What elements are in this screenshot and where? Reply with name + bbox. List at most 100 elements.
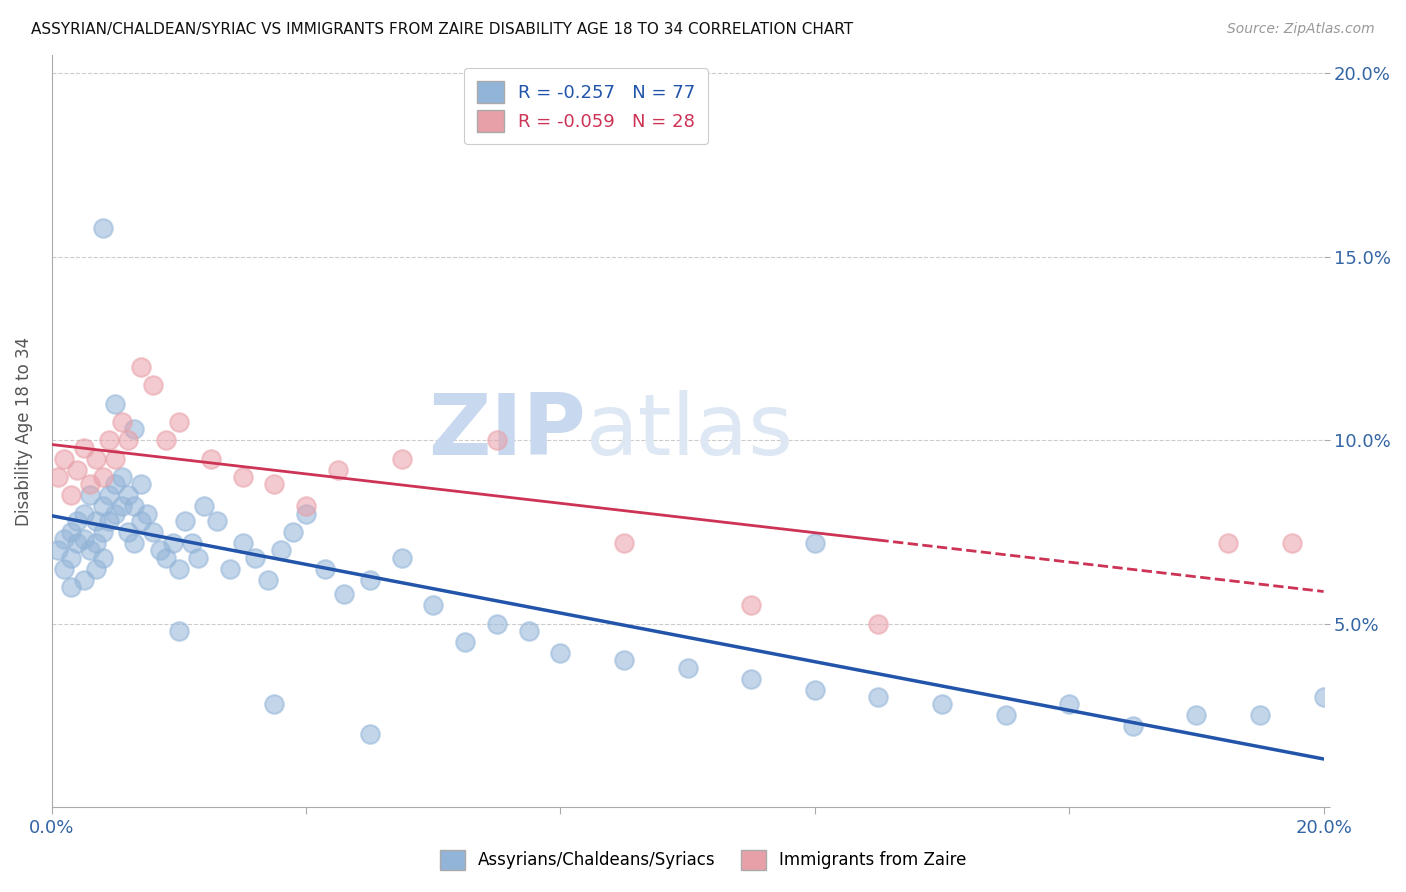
Point: [155, 434, 177, 448]
Point: [53, 451, 76, 466]
Point: [454, 635, 477, 649]
Point: [613, 653, 636, 667]
Point: [326, 462, 349, 476]
Point: [66, 462, 89, 476]
Point: [91, 220, 114, 235]
Point: [124, 536, 146, 550]
Point: [1312, 690, 1334, 704]
Point: [359, 573, 381, 587]
Point: [98, 514, 121, 528]
Point: [180, 536, 202, 550]
Point: [84, 536, 107, 550]
Point: [91, 470, 114, 484]
Point: [391, 451, 413, 466]
Point: [740, 672, 762, 686]
Point: [117, 488, 139, 502]
Point: [111, 470, 134, 484]
Point: [200, 451, 222, 466]
Legend: Assyrians/Chaldeans/Syriacs, Immigrants from Zaire: Assyrians/Chaldeans/Syriacs, Immigrants …: [433, 843, 973, 877]
Point: [550, 646, 572, 660]
Point: [740, 599, 762, 613]
Point: [53, 533, 76, 547]
Point: [104, 507, 127, 521]
Point: [517, 624, 540, 638]
Point: [218, 561, 240, 575]
Point: [149, 543, 172, 558]
Point: [111, 415, 134, 429]
Point: [91, 524, 114, 539]
Point: [1122, 719, 1144, 733]
Point: [804, 682, 827, 697]
Text: ASSYRIAN/CHALDEAN/SYRIAC VS IMMIGRANTS FROM ZAIRE DISABILITY AGE 18 TO 34 CORREL: ASSYRIAN/CHALDEAN/SYRIAC VS IMMIGRANTS F…: [31, 22, 853, 37]
Point: [91, 500, 114, 514]
Point: [162, 536, 184, 550]
Point: [136, 507, 159, 521]
Point: [167, 624, 190, 638]
Point: [295, 507, 318, 521]
Point: [111, 500, 134, 514]
Point: [104, 451, 127, 466]
Point: [53, 561, 76, 575]
Point: [142, 524, 165, 539]
Point: [104, 477, 127, 491]
Point: [245, 550, 267, 565]
Point: [129, 477, 152, 491]
Point: [613, 536, 636, 550]
Y-axis label: Disability Age 18 to 34: Disability Age 18 to 34: [15, 336, 32, 525]
Point: [84, 514, 107, 528]
Point: [117, 434, 139, 448]
Point: [1249, 708, 1271, 723]
Point: [129, 359, 152, 374]
Point: [270, 543, 292, 558]
Point: [72, 573, 94, 587]
Point: [174, 514, 197, 528]
Point: [263, 698, 285, 712]
Text: Source: ZipAtlas.com: Source: ZipAtlas.com: [1227, 22, 1375, 37]
Point: [193, 500, 215, 514]
Point: [359, 727, 381, 741]
Point: [46, 543, 69, 558]
Point: [59, 580, 82, 594]
Point: [1057, 698, 1080, 712]
Point: [187, 550, 209, 565]
Point: [263, 477, 285, 491]
Point: [1281, 536, 1303, 550]
Text: atlas: atlas: [586, 390, 794, 473]
Point: [422, 599, 444, 613]
Point: [59, 550, 82, 565]
Point: [205, 514, 228, 528]
Point: [868, 690, 890, 704]
Point: [124, 422, 146, 436]
Point: [46, 470, 69, 484]
Point: [79, 543, 101, 558]
Point: [84, 451, 107, 466]
Point: [91, 550, 114, 565]
Point: [79, 488, 101, 502]
Point: [72, 533, 94, 547]
Point: [167, 561, 190, 575]
Point: [104, 396, 127, 410]
Point: [98, 434, 121, 448]
Point: [66, 514, 89, 528]
Point: [72, 507, 94, 521]
Point: [72, 441, 94, 455]
Point: [1218, 536, 1240, 550]
Point: [142, 378, 165, 392]
Point: [391, 550, 413, 565]
Point: [485, 616, 508, 631]
Text: ZIP: ZIP: [429, 390, 586, 473]
Point: [129, 514, 152, 528]
Point: [314, 561, 336, 575]
Point: [66, 536, 89, 550]
Point: [1185, 708, 1208, 723]
Point: [333, 587, 356, 601]
Point: [167, 415, 190, 429]
Point: [804, 536, 827, 550]
Point: [676, 661, 699, 675]
Point: [283, 524, 305, 539]
Point: [79, 477, 101, 491]
Point: [257, 573, 280, 587]
Point: [231, 536, 253, 550]
Point: [994, 708, 1017, 723]
Point: [295, 500, 318, 514]
